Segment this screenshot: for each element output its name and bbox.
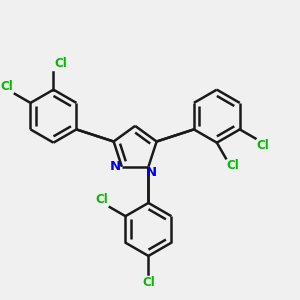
Text: Cl: Cl bbox=[256, 140, 269, 152]
Text: Cl: Cl bbox=[142, 275, 155, 289]
Text: N: N bbox=[146, 166, 157, 179]
Text: Cl: Cl bbox=[1, 80, 13, 93]
Text: Cl: Cl bbox=[96, 193, 109, 206]
Text: N: N bbox=[110, 160, 121, 173]
Text: Cl: Cl bbox=[54, 57, 67, 70]
Text: Cl: Cl bbox=[227, 159, 239, 172]
